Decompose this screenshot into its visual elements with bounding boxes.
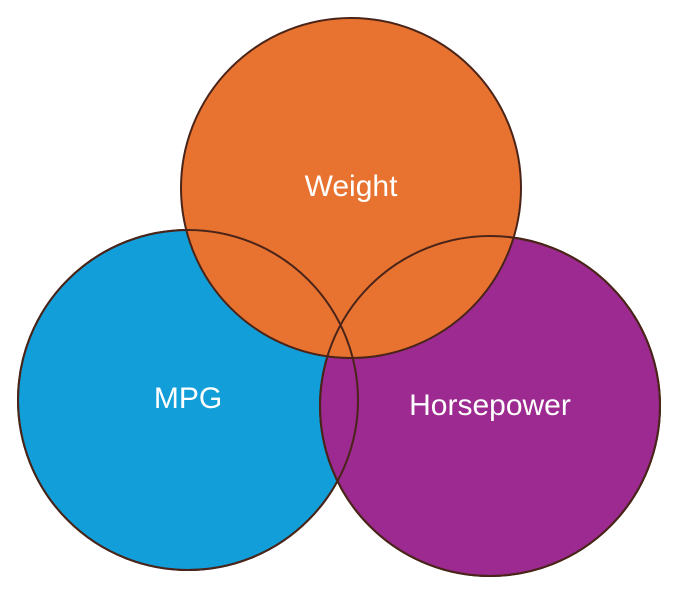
horsepower-outline xyxy=(319,235,661,577)
overlap-outlines xyxy=(17,229,661,577)
weight-label: Weight xyxy=(305,170,398,203)
weight-circle xyxy=(180,17,522,359)
horsepower-label: Horsepower xyxy=(409,389,571,422)
weight-set xyxy=(180,17,522,359)
mpg-label: MPG xyxy=(154,382,222,415)
mpg-outline xyxy=(17,229,359,571)
